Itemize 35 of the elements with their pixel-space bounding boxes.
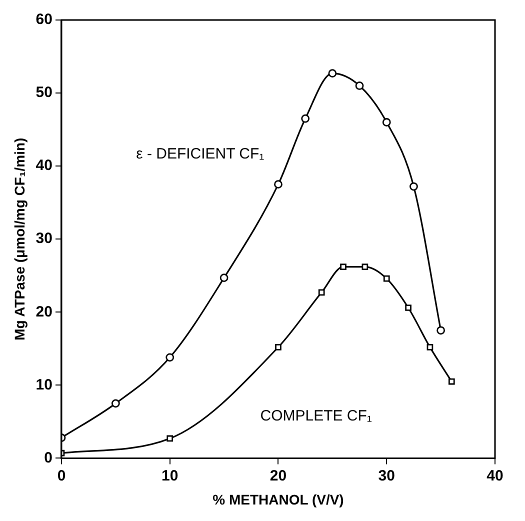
y-tick-label: 60: [36, 11, 52, 28]
point: [318, 289, 325, 296]
y-axis-title: Mg ATPase (μmol/mg CF₁/min): [11, 138, 28, 340]
point: [274, 180, 282, 189]
point: [436, 326, 446, 335]
point: [382, 118, 391, 126]
series-label: ε - DEFICIENT CF₁: [136, 145, 264, 162]
point: [328, 69, 337, 78]
point: [340, 264, 346, 270]
point: [220, 274, 228, 282]
point: [275, 344, 282, 350]
y-tick-label: 40: [36, 157, 52, 174]
point: [410, 182, 418, 191]
y-tick-label: 50: [36, 84, 52, 102]
point: [166, 435, 174, 442]
point: [405, 304, 412, 311]
point: [426, 344, 434, 350]
y-tick-label: 20: [36, 303, 52, 320]
y-tick-label: 0: [44, 449, 52, 466]
x-tick-label: 20: [270, 467, 287, 484]
point: [166, 353, 174, 362]
x-tick-label: 10: [162, 467, 178, 484]
x-tick-label: 0: [57, 467, 66, 484]
x-tick-label: 30: [378, 467, 395, 484]
x-tick-label: 40: [486, 467, 504, 484]
point: [111, 399, 120, 408]
point: [383, 275, 390, 282]
series-label: COMPLETE CF₁: [260, 407, 372, 424]
point: [301, 114, 310, 123]
point: [448, 378, 455, 385]
y-tick-label: 30: [36, 230, 52, 248]
x-axis-title: % METHANOL (V/V): [212, 491, 344, 508]
point: [355, 82, 364, 90]
point: [362, 264, 368, 270]
y-tick-label: 10: [36, 376, 52, 394]
